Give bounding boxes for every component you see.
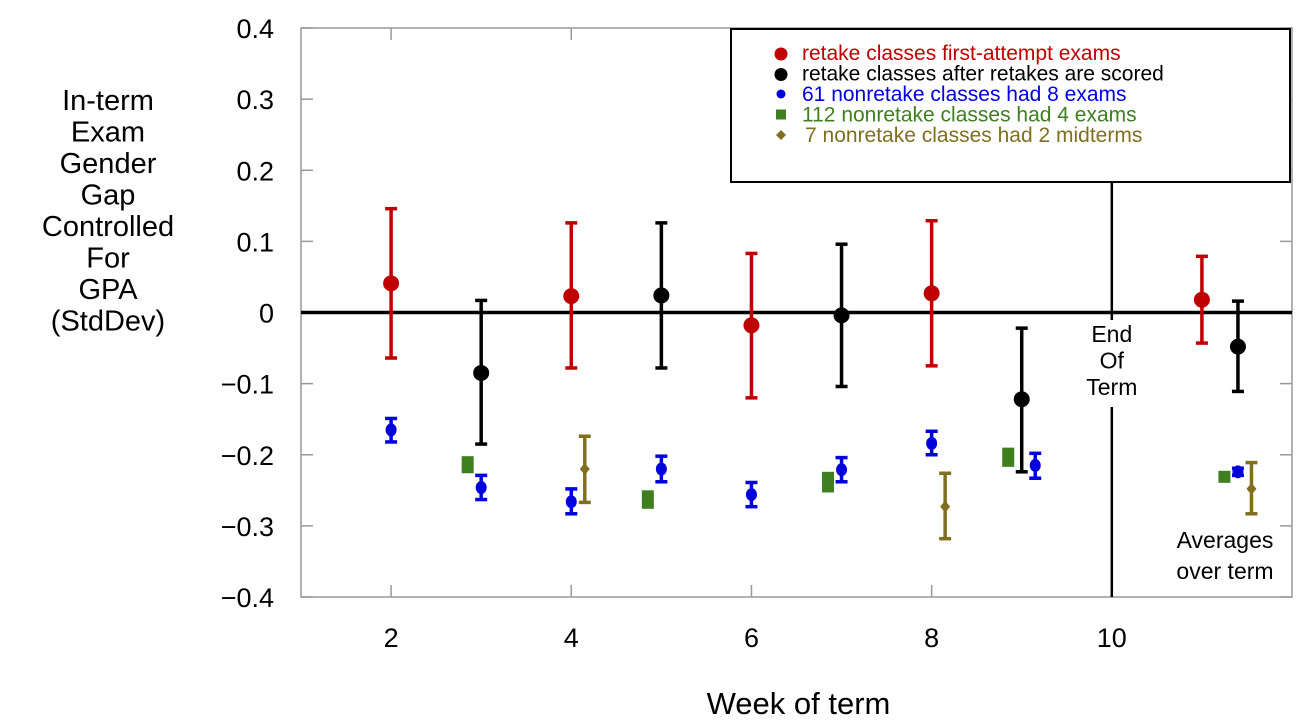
data-point (1218, 470, 1231, 483)
averages-annotation: over term (1176, 558, 1273, 584)
data-point (1029, 458, 1041, 472)
y-axis-label-line: For (86, 243, 130, 275)
series-5 (578, 434, 1258, 541)
end-of-term-label: Term (1086, 374, 1137, 400)
y-axis-label: In-termExamGenderGapControlledForGPA(Std… (42, 85, 174, 338)
data-point (565, 495, 577, 509)
legend-marker (774, 68, 788, 81)
y-axis-label-line: In-term (62, 85, 154, 117)
data-point (940, 500, 951, 513)
data-point (641, 490, 654, 509)
data-point (383, 275, 400, 292)
data-point (926, 436, 938, 450)
y-axis-label-line: GPA (78, 274, 138, 306)
y-tick-label: 0.1 (236, 227, 274, 257)
data-point (1232, 465, 1244, 479)
data-point (655, 462, 667, 476)
legend-marker (776, 89, 786, 99)
y-tick-label: 0 (259, 299, 274, 329)
data-point (385, 423, 397, 437)
legend-box (730, 28, 1291, 183)
series-4 (461, 447, 1231, 509)
series-3 (385, 416, 1244, 516)
legend-label: retake classes after retakes are scored (802, 63, 1164, 86)
data-point (653, 287, 670, 304)
data-point (475, 480, 487, 494)
y-tick-label: −0.1 (221, 370, 274, 400)
data-point (563, 288, 580, 305)
x-axis-label: Week of term (707, 686, 891, 721)
y-axis-label-line: Gender (60, 148, 157, 180)
end-of-term-label: End (1091, 321, 1132, 347)
data-point (822, 471, 835, 493)
legend-marker (776, 109, 786, 120)
x-tick-label: 6 (744, 623, 759, 653)
data-point (461, 456, 474, 474)
data-point (1193, 291, 1210, 308)
y-tick-label: 0.4 (236, 14, 274, 44)
y-tick-label: −0.3 (221, 512, 274, 542)
y-axis-label-line: Gap (81, 180, 136, 212)
legend-marker (776, 130, 786, 140)
data-point (579, 462, 590, 475)
data-point (1002, 447, 1015, 467)
y-tick-label: −0.2 (221, 441, 274, 471)
y-axis-label-line: Controlled (42, 211, 174, 243)
series-1 (383, 206, 1210, 400)
data-point (833, 307, 850, 324)
x-tick-label: 10 (1097, 623, 1127, 653)
data-point (1229, 338, 1246, 355)
legend-label: 112 nonretake classes had 4 exams (802, 104, 1137, 127)
x-tick-label: 8 (924, 623, 939, 653)
data-point (473, 364, 490, 381)
data-point (743, 317, 760, 334)
data-point (1013, 391, 1030, 408)
data-point (923, 285, 940, 302)
legend-marker (774, 47, 788, 61)
legend-label: 7 nonretake classes had 2 midterms (805, 124, 1142, 147)
data-point (745, 488, 757, 502)
plot-series (383, 206, 1258, 541)
averages-annotation: Averages (1177, 527, 1274, 553)
legend-label: 61 nonretake classes had 8 exams (802, 83, 1127, 106)
x-tick-label: 4 (564, 623, 579, 653)
legend-label: retake classes first-attempt exams (802, 42, 1121, 65)
y-axis-label-line: Exam (71, 117, 145, 149)
y-axis-label-line: (StdDev) (51, 306, 165, 338)
end-of-term-label: Of (1100, 348, 1125, 374)
data-point (1246, 482, 1257, 495)
y-tick-label: 0.3 (236, 85, 274, 115)
x-tick-label: 2 (384, 623, 399, 653)
legend: retake classes first-attempt examsretake… (730, 28, 1291, 183)
data-point (836, 463, 848, 477)
y-tick-label: 0.2 (236, 156, 274, 186)
series-2 (473, 221, 1246, 474)
y-tick-label: −0.4 (221, 583, 274, 613)
